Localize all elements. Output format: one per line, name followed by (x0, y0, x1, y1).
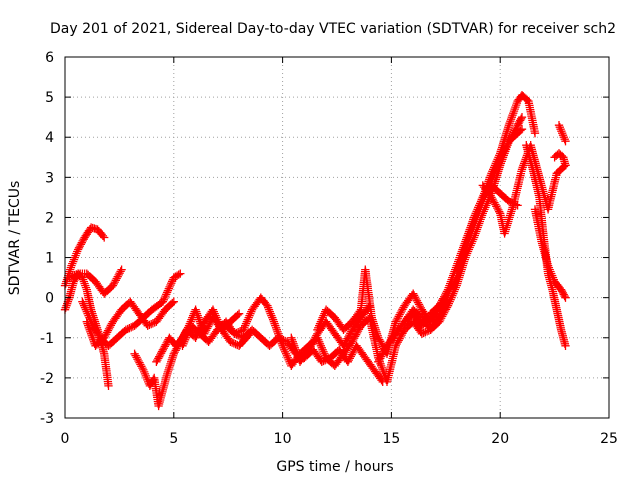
data-markers (60, 90, 570, 411)
series-track-j (287, 301, 374, 366)
y-tick-label: -1 (40, 331, 54, 347)
plus-markers (287, 301, 374, 366)
y-axis-label: SDTVAR / TECUs (7, 181, 23, 296)
plus-markers (550, 149, 570, 170)
series-track-d (78, 269, 185, 350)
y-tick-label: 0 (45, 291, 54, 307)
plus-markers (221, 293, 444, 387)
y-tick-label: 2 (45, 210, 54, 226)
y-tick-label: 1 (45, 251, 54, 267)
plus-markers (478, 141, 570, 238)
y-tick-label: -2 (40, 371, 54, 387)
plus-markers (530, 205, 570, 302)
plus-markers (82, 297, 178, 350)
plus-markers (78, 269, 185, 350)
x-tick-label: 25 (600, 431, 618, 447)
y-tick-label: 5 (45, 90, 54, 106)
x-tick-label: 10 (274, 431, 292, 447)
series-track-p (478, 141, 570, 238)
y-tick-label: 6 (45, 50, 54, 66)
series-track-c (65, 265, 126, 298)
plus-markers (65, 265, 126, 298)
x-axis-label: GPS time / hours (276, 459, 393, 475)
y-tick-label: -3 (40, 411, 54, 427)
series-track-r (530, 205, 570, 302)
x-tick-label: 0 (61, 431, 70, 447)
plus-markers (554, 121, 570, 146)
series-track-s (550, 149, 570, 170)
y-tick-label: 3 (45, 170, 54, 186)
x-tick-label: 20 (491, 431, 509, 447)
series-track-t (554, 121, 570, 146)
x-tick-label: 5 (169, 431, 178, 447)
x-tick-label: 15 (382, 431, 400, 447)
series-track-e (82, 297, 178, 350)
chart-title: Day 201 of 2021, Sidereal Day-to-day VTE… (50, 21, 616, 37)
y-axis-ticks: -3 -2 -1 0 1 2 3 4 5 6 (40, 50, 609, 427)
plot-frame (64, 56, 610, 419)
x-axis-ticks: 0 5 10 15 20 25 (61, 57, 618, 447)
series-track-i (221, 293, 444, 387)
y-tick-label: 4 (45, 130, 54, 146)
